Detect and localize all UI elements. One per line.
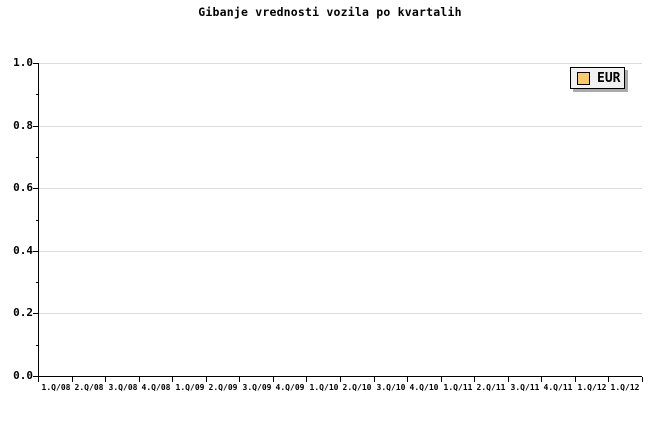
y-tick-label: 1.0 (13, 56, 33, 69)
x-tick-label: 1.Q/12 (577, 383, 607, 392)
y-minor-tick (36, 345, 39, 346)
x-tick (374, 377, 375, 382)
x-tick (608, 377, 609, 382)
x-tick-label: 1.Q/09 (175, 383, 205, 392)
x-tick (72, 377, 73, 382)
y-tick-label: 0.6 (13, 181, 33, 194)
y-gridline (39, 188, 642, 189)
x-tick-label: 1.Q/08 (41, 383, 71, 392)
x-tick-label: 3.Q/10 (376, 383, 406, 392)
y-tick-label: 0.2 (13, 306, 33, 319)
x-tick (575, 377, 576, 382)
x-tick-label: 2.Q/08 (74, 383, 104, 392)
y-gridline (39, 126, 642, 127)
x-tick (306, 377, 307, 382)
y-minor-tick (36, 157, 39, 158)
y-tick-label: 0.0 (13, 369, 33, 382)
x-tick (239, 377, 240, 382)
y-tick-label: 0.4 (13, 244, 33, 257)
legend-label: EUR (597, 70, 621, 86)
x-tick (407, 377, 408, 382)
y-minor-tick (36, 94, 39, 95)
x-tick-label: 1.Q/12 (610, 383, 640, 392)
y-minor-tick (36, 220, 39, 221)
x-tick (642, 377, 643, 382)
x-tick (340, 377, 341, 382)
eur-series-swatch-icon (577, 71, 590, 85)
x-tick-label: 1.Q/11 (443, 383, 473, 392)
y-minor-tick (36, 282, 39, 283)
x-tick-label: 4.Q/11 (543, 383, 573, 392)
x-tick (105, 377, 106, 382)
y-major-tick (33, 126, 39, 127)
x-tick (441, 377, 442, 382)
x-tick-label: 4.Q/10 (409, 383, 439, 392)
x-tick (172, 377, 173, 382)
x-tick-label: 3.Q/11 (510, 383, 540, 392)
x-tick (541, 377, 542, 382)
x-tick (474, 377, 475, 382)
x-tick-label: 2.Q/11 (476, 383, 506, 392)
y-major-tick (33, 313, 39, 314)
chart-title: Gibanje vrednosti vozila po kvartalih (198, 5, 462, 19)
x-tick (206, 377, 207, 382)
x-tick-label: 2.Q/10 (342, 383, 372, 392)
x-tick-label: 3.Q/08 (108, 383, 138, 392)
plot-area (38, 63, 642, 377)
x-tick (38, 377, 39, 382)
y-gridline (39, 63, 642, 64)
x-tick-label: 4.Q/09 (275, 383, 305, 392)
legend-box: EUR (570, 67, 625, 89)
y-major-tick (33, 376, 39, 377)
x-tick-label: 3.Q/09 (242, 383, 272, 392)
y-gridline (39, 313, 642, 314)
x-tick-label: 2.Q/09 (208, 383, 238, 392)
y-major-tick (33, 63, 39, 64)
x-tick-label: 4.Q/08 (141, 383, 171, 392)
x-tick (273, 377, 274, 382)
y-tick-label: 0.8 (13, 119, 33, 132)
x-tick (139, 377, 140, 382)
y-major-tick (33, 188, 39, 189)
x-tick (508, 377, 509, 382)
y-gridline (39, 251, 642, 252)
y-major-tick (33, 251, 39, 252)
x-tick-label: 1.Q/10 (309, 383, 339, 392)
